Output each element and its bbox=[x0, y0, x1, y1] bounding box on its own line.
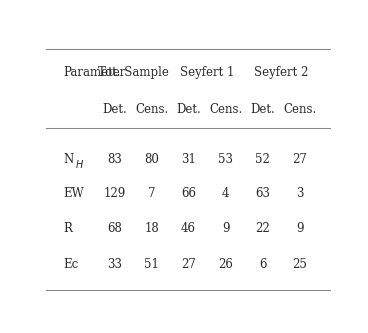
Text: 9: 9 bbox=[296, 222, 304, 235]
Text: 26: 26 bbox=[218, 258, 233, 271]
Text: EW: EW bbox=[63, 187, 84, 200]
Text: Det.: Det. bbox=[250, 103, 275, 116]
Text: Cens.: Cens. bbox=[135, 103, 168, 116]
Text: 33: 33 bbox=[107, 258, 122, 271]
Text: 31: 31 bbox=[181, 153, 196, 166]
Text: 25: 25 bbox=[293, 258, 307, 271]
Text: Seyfert 2: Seyfert 2 bbox=[254, 66, 308, 79]
Text: 68: 68 bbox=[107, 222, 122, 235]
Text: Tot. Sample: Tot. Sample bbox=[98, 66, 169, 79]
Text: Seyfert 1: Seyfert 1 bbox=[180, 66, 234, 79]
Text: 9: 9 bbox=[222, 222, 229, 235]
Text: 3: 3 bbox=[296, 187, 304, 200]
Text: 53: 53 bbox=[218, 153, 233, 166]
Text: 80: 80 bbox=[144, 153, 159, 166]
Text: Parameter: Parameter bbox=[63, 66, 125, 79]
Text: 22: 22 bbox=[255, 222, 270, 235]
Text: 129: 129 bbox=[103, 187, 125, 200]
Text: N: N bbox=[63, 153, 73, 166]
Text: 27: 27 bbox=[293, 153, 307, 166]
Text: 6: 6 bbox=[259, 258, 266, 271]
Text: 83: 83 bbox=[107, 153, 122, 166]
Text: 7: 7 bbox=[148, 187, 155, 200]
Text: 66: 66 bbox=[181, 187, 196, 200]
Text: R: R bbox=[63, 222, 72, 235]
Text: Det.: Det. bbox=[102, 103, 127, 116]
Text: Ec: Ec bbox=[63, 258, 78, 271]
Text: 63: 63 bbox=[255, 187, 270, 200]
Text: 46: 46 bbox=[181, 222, 196, 235]
Text: 4: 4 bbox=[222, 187, 229, 200]
Text: Det.: Det. bbox=[176, 103, 201, 116]
Text: 51: 51 bbox=[144, 258, 159, 271]
Text: 52: 52 bbox=[255, 153, 270, 166]
Text: Cens.: Cens. bbox=[283, 103, 316, 116]
Text: 18: 18 bbox=[144, 222, 159, 235]
Text: $\mathit{H}$: $\mathit{H}$ bbox=[75, 158, 84, 170]
Text: 27: 27 bbox=[181, 258, 196, 271]
Text: Cens.: Cens. bbox=[209, 103, 242, 116]
